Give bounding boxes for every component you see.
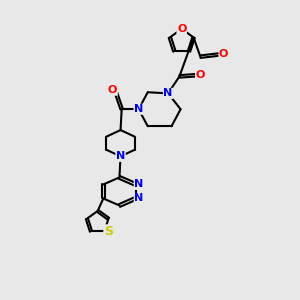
Text: N: N	[164, 88, 173, 98]
Text: O: O	[196, 70, 205, 80]
Text: N: N	[134, 179, 143, 189]
Text: O: O	[177, 24, 186, 34]
Text: O: O	[108, 85, 117, 95]
Text: S: S	[104, 225, 113, 238]
Text: N: N	[134, 194, 143, 203]
Text: N: N	[116, 151, 125, 161]
Text: N: N	[134, 104, 143, 114]
Text: O: O	[219, 50, 228, 59]
